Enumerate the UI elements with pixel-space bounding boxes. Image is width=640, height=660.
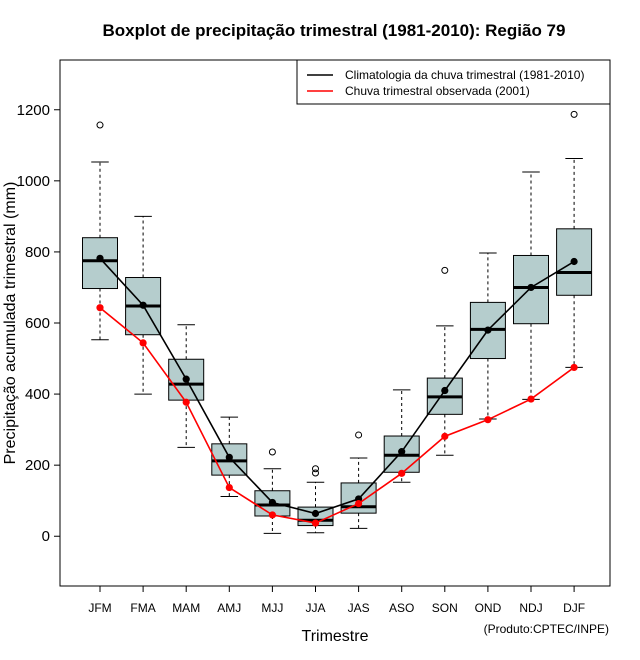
x-tick-label-NDJ: NDJ [519,601,542,615]
series-point-climatology-ASO [398,448,406,456]
series-point-climatology-SON [441,386,449,395]
y-tick-label-400: 400 [25,386,50,403]
legend-label-observed: Chuva trimestral observada (2001) [345,84,530,98]
series-point-climatology-MAM [182,375,190,383]
outlier-SON-0 [441,266,449,274]
x-tick-label-JFM: JFM [88,601,111,615]
series-point-climatology-MJJ [268,498,276,507]
series-point-climatology-JJA [311,509,320,518]
credit-text: (Produto:CPTEC/INPE) [484,622,609,636]
plot-area [82,110,593,534]
x-tick-label-DJF: DJF [563,601,585,615]
x-axis-label: Trimestre [302,628,369,645]
outlier-JFM-0 [96,121,104,129]
series-point-observed-JAS [355,499,363,508]
series-point-climatology-JFM [96,254,104,262]
x-tick-label-JAS: JAS [348,601,370,615]
series-point-observed-JFM [96,304,104,312]
y-tick-label-1000: 1000 [17,173,50,190]
series-point-observed-NDJ [527,395,535,403]
box-body-JFM [82,237,118,290]
legend-box [296,59,611,105]
series-point-observed-JJA [311,519,320,527]
series-point-observed-FMA [139,339,147,347]
x-tick-label-ASO: ASO [389,601,414,615]
series-point-observed-OND [484,416,492,424]
series-point-climatology-DJF [570,257,578,266]
legend-label-climatology: Climatologia da chuva trimestral (1981-2… [345,68,584,82]
y-tick-label-200: 200 [25,457,50,474]
box-MAM [168,324,205,448]
series-point-observed-SON [441,432,449,440]
series-point-observed-DJF [570,363,578,372]
series-point-observed-MAM [182,398,190,406]
y-tick-label-600: 600 [25,315,50,332]
series-point-observed-AMJ [225,483,233,492]
series-point-climatology-AMJ [225,453,233,461]
y-tick-label-0: 0 [42,528,50,545]
outlier-DJF-0 [570,110,578,118]
y-axis-label: Precipitação acumulada trimestral (mm) [2,182,19,465]
box-SON [426,266,463,456]
x-tick-label-JJA: JJA [305,601,325,615]
x-tick-label-MAM: MAM [172,601,200,615]
series-line-climatology [99,257,575,515]
outlier-MJJ-0 [268,448,276,456]
x-tick-label-MJJ: MJJ [261,601,283,615]
outlier-JAS-0 [355,431,363,439]
series-line-observed [99,307,575,524]
y-tick-label-1200: 1200 [17,102,50,119]
chart-title: Boxplot de precipitação trimestral (1981… [103,21,566,40]
x-tick-label-FMA: FMA [130,601,155,615]
outlier-JJA-1 [312,465,319,473]
outlier-JJA-0 [312,469,319,477]
series-point-climatology-FMA [139,301,147,309]
legend: Climatologia da chuva trimestral (1981-2… [296,59,611,105]
box-JFM [82,121,118,341]
x-tick-label-SON: SON [432,601,458,615]
series-point-climatology-OND [484,326,492,334]
y-tick-label-800: 800 [25,244,50,261]
x-tick-label-AMJ: AMJ [217,601,241,615]
series-point-climatology-NDJ [527,283,535,292]
x-tick-label-OND: OND [475,601,502,615]
series-point-observed-MJJ [268,511,276,519]
series-point-observed-ASO [398,469,406,477]
